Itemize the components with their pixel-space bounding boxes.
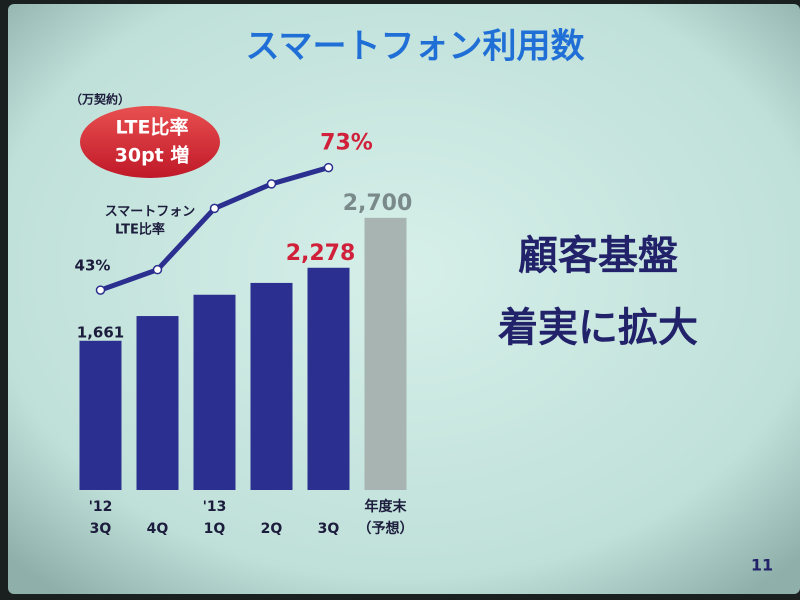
- lte-point: [209, 203, 220, 214]
- callout-text: LTE比率: [116, 116, 189, 139]
- x-tick-label: '12: [89, 499, 113, 515]
- page-number: 11: [751, 556, 773, 575]
- slide-title: スマートフォン利用数: [246, 27, 585, 67]
- bar: [193, 294, 236, 490]
- x-tick-label: 3Q: [318, 521, 340, 537]
- line-value-label: 73%: [320, 131, 373, 156]
- message: 顧客基盤: [518, 233, 678, 279]
- lte-point: [152, 264, 163, 275]
- line-legend: LTE比率: [115, 222, 165, 238]
- bar-value-label: 2,278: [286, 241, 356, 266]
- lte-point: [266, 179, 277, 189]
- line-legend: スマートフォン: [105, 205, 196, 220]
- bar: [307, 267, 350, 490]
- bar: [364, 217, 407, 491]
- bar: [250, 282, 293, 490]
- callout-text: 30pt 増: [115, 144, 190, 167]
- bar-value-label: 1,661: [77, 323, 124, 341]
- callout-bubble: [80, 106, 220, 178]
- lte-point: [95, 285, 106, 295]
- lte-point: [323, 162, 334, 173]
- unit-label: （万契約）: [70, 92, 130, 107]
- x-tick-label: 3Q: [90, 521, 112, 537]
- x-tick-label: 4Q: [147, 521, 169, 537]
- line-value-label: 43%: [75, 257, 111, 275]
- bar: [79, 340, 122, 490]
- bar-value-label: 2,700: [343, 191, 413, 216]
- bar: [136, 316, 179, 490]
- x-tick-label: 年度末: [365, 498, 408, 515]
- message: 着実に拡大: [498, 305, 698, 351]
- x-tick-label: 1Q: [204, 521, 226, 537]
- x-tick-label: 2Q: [261, 521, 283, 537]
- x-tick-label: （予想）: [358, 520, 414, 537]
- x-tick-label: '13: [203, 499, 227, 515]
